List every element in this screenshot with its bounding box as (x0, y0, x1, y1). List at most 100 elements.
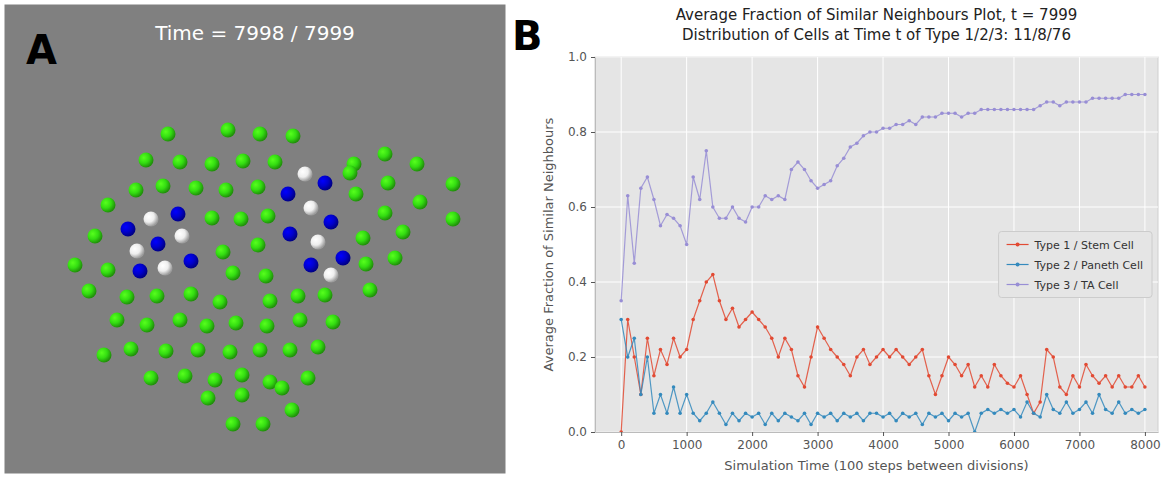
series-line (621, 320, 1145, 433)
series-marker (934, 115, 938, 119)
cell (298, 167, 313, 182)
tick-mark (883, 432, 884, 436)
cell (156, 179, 171, 194)
chart-title: Average Fraction of Similar Neighbours P… (676, 6, 1078, 24)
series-marker (979, 374, 983, 378)
series-marker (685, 348, 689, 352)
cell (378, 206, 393, 221)
series-marker (1051, 408, 1055, 412)
series-marker (790, 168, 794, 172)
series-marker (691, 318, 695, 322)
series-marker (809, 355, 813, 359)
series-marker (639, 393, 643, 397)
series-marker (835, 419, 839, 423)
cell (175, 229, 190, 244)
series-marker (1058, 411, 1062, 415)
series-marker (796, 419, 800, 423)
series-marker (947, 355, 951, 359)
series-marker (993, 108, 997, 112)
series-marker (770, 198, 774, 202)
cell (88, 229, 103, 244)
grid-line (817, 57, 818, 432)
series-marker (1123, 411, 1127, 415)
legend: Type 1 / Stem CellType 2 / Paneth CellTy… (999, 232, 1152, 298)
series-marker (718, 299, 722, 303)
cell (261, 209, 276, 224)
series-marker (1071, 411, 1075, 415)
series-marker (796, 160, 800, 164)
series-marker (1110, 411, 1114, 415)
tick-label: 2000 (737, 438, 768, 452)
series-marker (665, 363, 669, 367)
series-marker (1130, 93, 1134, 97)
tick-label: 0 (618, 438, 626, 452)
series-marker (868, 411, 872, 415)
series-marker (1012, 385, 1016, 389)
series-marker (1097, 381, 1101, 385)
panel-b: 0100020003000400050006000700080000.00.20… (512, 6, 1161, 473)
series-marker (875, 130, 879, 134)
cell (101, 198, 116, 213)
cell (82, 284, 97, 299)
panel-title: Time = 7998 / 7999 (154, 21, 355, 45)
series-marker (1117, 400, 1121, 404)
series-marker (888, 355, 892, 359)
tick-mark (949, 432, 950, 436)
series-marker (888, 411, 892, 415)
tick-label: 0.2 (568, 350, 587, 364)
series-marker (763, 194, 767, 198)
series-marker (881, 348, 885, 352)
cell (413, 195, 428, 210)
series-marker (862, 419, 866, 423)
series-marker (993, 411, 997, 415)
cell (234, 212, 249, 227)
series-marker (724, 318, 728, 322)
series-marker (1091, 411, 1095, 415)
series-marker (659, 393, 663, 397)
cell (311, 340, 326, 355)
cell (283, 343, 298, 358)
axis-line (596, 432, 1159, 433)
cell (285, 403, 300, 418)
series-marker (1137, 93, 1141, 97)
tick-mark (591, 357, 595, 358)
cell (219, 183, 234, 198)
series-marker (678, 411, 682, 415)
series-marker (816, 186, 820, 190)
series-marker (953, 111, 957, 115)
series-marker (672, 336, 676, 340)
series-marker (921, 115, 925, 119)
tick-mark (591, 207, 595, 208)
series-marker (1123, 385, 1127, 389)
cell (213, 295, 228, 310)
cell (226, 266, 241, 281)
cell (283, 227, 298, 242)
series-marker (927, 374, 931, 378)
series-marker (1038, 104, 1042, 108)
series-marker (731, 205, 735, 209)
cell (161, 127, 176, 142)
grid-line (752, 57, 753, 432)
series-marker (901, 123, 905, 127)
series-marker (829, 411, 833, 415)
series-marker (803, 385, 807, 389)
series-marker (966, 411, 970, 415)
series-marker (1012, 108, 1016, 112)
series-marker (1110, 385, 1114, 389)
cell (343, 166, 358, 181)
series-marker (855, 141, 859, 145)
y-tick: 0.8 (568, 125, 595, 139)
series-marker (914, 411, 918, 415)
cell (304, 201, 319, 216)
grid-line (883, 57, 884, 432)
series-marker (986, 385, 990, 389)
series-marker (750, 415, 754, 419)
series-marker (1058, 104, 1062, 108)
series-marker (921, 423, 925, 427)
series-marker (999, 108, 1003, 112)
panel-a: Time = 7998 / 7999A (5, 5, 505, 473)
series-marker (1097, 393, 1101, 397)
series-marker (796, 374, 800, 378)
series-marker (646, 336, 650, 340)
series-marker (1025, 108, 1029, 112)
